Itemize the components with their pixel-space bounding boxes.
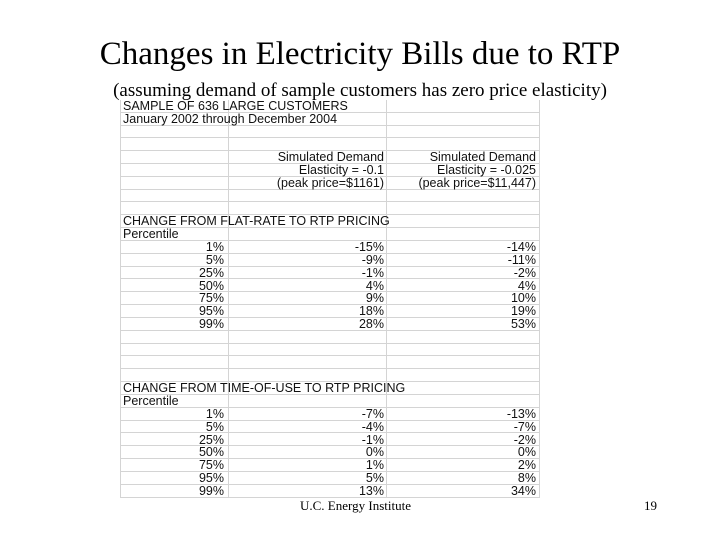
table-row: Elasticity = -0.1 Elasticity = -0.025 xyxy=(120,164,540,177)
elasticity-0025-value: -11% xyxy=(507,252,536,267)
table-row xyxy=(120,331,540,344)
slide-title: Changes in Electricity Bills due to RTP xyxy=(99,36,621,72)
elasticity-01-value: 18% xyxy=(358,304,384,319)
table-row: 75% 1% 2% xyxy=(120,459,540,472)
elasticity-0025-value: -2% xyxy=(513,265,536,280)
table-row xyxy=(120,126,540,139)
elasticity-0025-value: 8% xyxy=(517,471,536,486)
elasticity-0025-value: -14% xyxy=(506,240,536,255)
row-label: Percentile xyxy=(123,227,179,242)
table-row: 25% -1% -2% xyxy=(120,267,540,280)
table-row xyxy=(120,344,540,357)
elasticity-01-value: 1% xyxy=(365,458,384,473)
grid-line xyxy=(386,100,387,498)
table-row: 95% 18% 19% xyxy=(120,305,540,318)
footer-text: U.C. Energy Institute xyxy=(300,498,411,513)
elasticity-01-value: -15% xyxy=(354,240,384,255)
row-label: 95% xyxy=(198,471,224,486)
table-row: January 2002 through December 2004 xyxy=(120,113,540,126)
elasticity-0025-value: 0% xyxy=(517,445,536,460)
elasticity-01-value: (peak price=$1161) xyxy=(276,175,384,190)
elasticity-0025-value: -7% xyxy=(513,419,536,434)
row-label: 99% xyxy=(198,483,224,498)
table-row: SAMPLE OF 636 LARGE CUSTOMERS xyxy=(120,100,540,113)
elasticity-01-value: -1% xyxy=(361,432,384,447)
row-label: 5% xyxy=(205,419,224,434)
table-row: 1% -7% -13% xyxy=(120,408,540,421)
table-row: (peak price=$1161) (peak price=$11,447) xyxy=(120,177,540,190)
table-row: 95% 5% 8% xyxy=(120,472,540,485)
elasticity-01-value: 9% xyxy=(365,291,384,306)
row-label: 50% xyxy=(198,278,224,293)
elasticity-01-value: Elasticity = -0.1 xyxy=(298,163,384,178)
table-row xyxy=(120,369,540,383)
elasticity-0025-value: Elasticity = -0.025 xyxy=(436,163,536,178)
row-label: January 2002 through December 2004 xyxy=(123,111,338,126)
table-row: 99% 28% 53% xyxy=(120,318,540,331)
slide-subtitle: (assuming demand of sample customers has… xyxy=(113,80,607,101)
elasticity-01-value: -7% xyxy=(361,406,384,421)
elasticity-0025-value: -2% xyxy=(513,432,536,447)
elasticity-0025-value: 10% xyxy=(510,291,536,306)
elasticity-01-value: 13% xyxy=(358,483,384,498)
elasticity-0025-value: 53% xyxy=(510,317,536,332)
table-row xyxy=(120,138,540,152)
elasticity-01-value: 28% xyxy=(358,317,384,332)
row-label: 75% xyxy=(198,458,224,473)
row-label: SAMPLE OF 636 LARGE CUSTOMERS xyxy=(123,99,348,113)
table-row: 50% 4% 4% xyxy=(120,278,540,293)
table-row xyxy=(120,203,540,216)
elasticity-0025-value: Simulated Demand xyxy=(429,150,536,165)
row-label: 5% xyxy=(205,252,224,267)
table-row: CHANGE FROM FLAT-RATE TO RTP PRICING xyxy=(120,214,540,229)
table-row xyxy=(120,357,540,370)
table-row xyxy=(120,190,540,203)
page-number: 19 xyxy=(644,498,657,513)
grid-line xyxy=(228,100,229,498)
table-row: 25% -1% -2% xyxy=(120,432,540,447)
elasticity-01-value: 5% xyxy=(365,471,384,486)
table-row: 1% -15% -14% xyxy=(120,241,540,254)
table-row: Percentile xyxy=(120,228,540,241)
row-label: 1% xyxy=(205,406,224,421)
row-label: 25% xyxy=(198,432,224,447)
table-row: 75% 9% 10% xyxy=(120,291,540,306)
elasticity-01-value: 4% xyxy=(365,278,384,293)
elasticity-01-value: Simulated Demand xyxy=(277,150,384,165)
row-label: 75% xyxy=(198,291,224,306)
elasticity-01-value: -4% xyxy=(361,419,384,434)
elasticity-0025-value: (peak price=$11,447) xyxy=(418,175,536,190)
table-row: 99% 13% 34% xyxy=(120,485,540,498)
elasticity-0025-value: 4% xyxy=(517,278,536,293)
spreadsheet-table: SAMPLE OF 636 LARGE CUSTOMERS January 200… xyxy=(120,100,540,498)
row-label: CHANGE FROM FLAT-RATE TO RTP PRICING xyxy=(123,214,390,229)
elasticity-0025-value: 34% xyxy=(510,483,536,498)
grid-line xyxy=(539,100,540,498)
table-row: 5% -4% -7% xyxy=(120,421,540,434)
table-row: 50% 0% 0% xyxy=(120,445,540,460)
elasticity-01-value: -9% xyxy=(361,252,384,267)
table-row: Simulated Demand Simulated Demand xyxy=(120,151,540,164)
grid-line xyxy=(120,100,121,498)
row-label: Percentile xyxy=(123,394,179,409)
elasticity-0025-value: -13% xyxy=(506,406,536,421)
elasticity-0025-value: 19% xyxy=(510,304,536,319)
row-label: 50% xyxy=(198,445,224,460)
row-label: 1% xyxy=(205,240,224,255)
table-row: CHANGE FROM TIME-OF-USE TO RTP PRICING xyxy=(120,382,540,395)
elasticity-0025-value: 2% xyxy=(517,458,536,473)
table-row: 5% -9% -11% xyxy=(120,254,540,267)
row-label: 25% xyxy=(198,265,224,280)
row-label: 99% xyxy=(198,317,224,332)
table-row: Percentile xyxy=(120,395,540,408)
elasticity-01-value: -1% xyxy=(361,265,384,280)
row-label: 95% xyxy=(198,304,224,319)
row-label: CHANGE FROM TIME-OF-USE TO RTP PRICING xyxy=(123,381,406,396)
elasticity-01-value: 0% xyxy=(365,445,384,460)
